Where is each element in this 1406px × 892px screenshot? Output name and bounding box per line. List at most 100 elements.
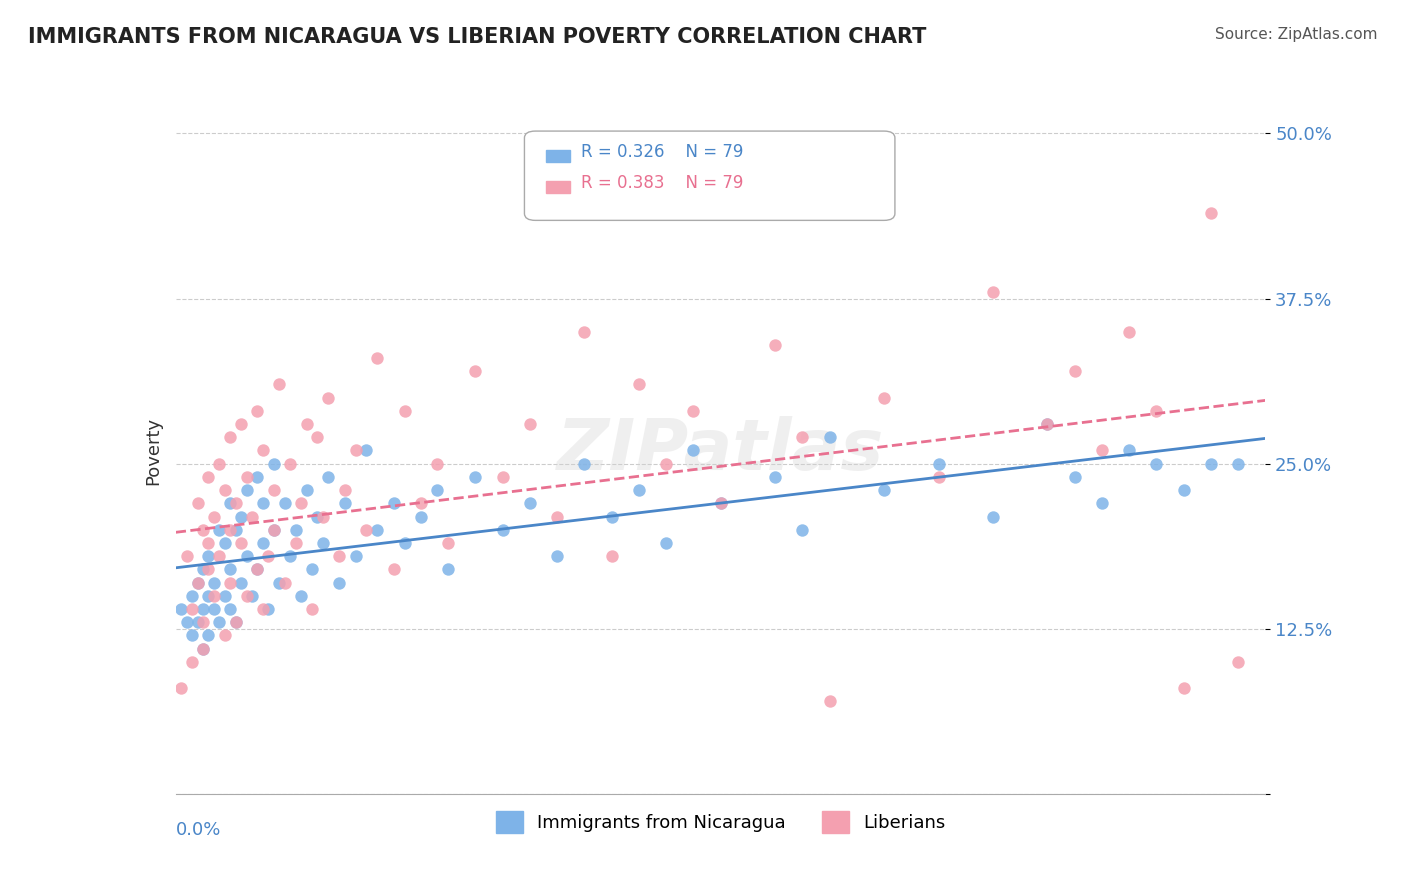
Point	[1199, 457, 1222, 471]
Bar	[546, 181, 571, 193]
Point	[682, 443, 704, 458]
Point	[307, 509, 329, 524]
Point	[574, 325, 596, 339]
Point	[219, 496, 242, 510]
Point	[208, 523, 231, 537]
Point	[269, 575, 291, 590]
Point	[257, 549, 280, 563]
Point	[197, 628, 219, 642]
Point	[176, 549, 198, 563]
Text: ZIPatlas: ZIPatlas	[557, 416, 884, 485]
Point	[219, 602, 242, 616]
Point	[981, 285, 1004, 299]
Point	[464, 364, 486, 378]
Point	[240, 509, 263, 524]
Point	[1227, 457, 1250, 471]
Point	[202, 575, 225, 590]
Point	[246, 404, 269, 418]
Point	[464, 470, 486, 484]
Point	[202, 589, 225, 603]
Point	[186, 575, 209, 590]
Point	[278, 457, 301, 471]
Point	[981, 509, 1004, 524]
Point	[328, 575, 350, 590]
Point	[263, 523, 285, 537]
Point	[214, 589, 236, 603]
Point	[366, 523, 388, 537]
Point	[214, 536, 236, 550]
Point	[246, 470, 269, 484]
Point	[1091, 496, 1114, 510]
Point	[873, 391, 896, 405]
Point	[1199, 205, 1222, 219]
Point	[344, 443, 367, 458]
Point	[492, 470, 515, 484]
Point	[197, 562, 219, 576]
Point	[792, 430, 814, 444]
Point	[295, 483, 318, 497]
Point	[278, 549, 301, 563]
Point	[519, 417, 541, 431]
Point	[263, 457, 285, 471]
Point	[1173, 681, 1195, 696]
Point	[269, 377, 291, 392]
Point	[219, 430, 242, 444]
Point	[600, 509, 623, 524]
Point	[818, 694, 841, 708]
Point	[356, 443, 378, 458]
Point	[928, 457, 950, 471]
Point	[225, 496, 247, 510]
Point	[409, 496, 432, 510]
Point	[181, 589, 204, 603]
FancyBboxPatch shape	[524, 131, 896, 220]
Point	[574, 457, 596, 471]
Point	[235, 549, 257, 563]
Point	[231, 417, 253, 431]
Point	[492, 523, 515, 537]
Point	[928, 470, 950, 484]
Point	[208, 549, 231, 563]
Point	[202, 602, 225, 616]
Point	[186, 575, 209, 590]
Point	[197, 470, 219, 484]
Point	[197, 549, 219, 563]
Point	[682, 404, 704, 418]
Point	[1036, 417, 1059, 431]
Point	[186, 615, 209, 630]
Point	[208, 457, 231, 471]
Point	[546, 549, 568, 563]
Point	[181, 655, 204, 669]
Point	[225, 615, 247, 630]
Point	[546, 509, 568, 524]
Point	[274, 575, 297, 590]
Point	[191, 523, 214, 537]
Point	[328, 549, 350, 563]
Point	[284, 536, 307, 550]
Point	[197, 589, 219, 603]
Point	[257, 602, 280, 616]
Point	[263, 483, 285, 497]
Point	[818, 430, 841, 444]
Point	[1173, 483, 1195, 497]
Point	[437, 562, 460, 576]
Point	[181, 628, 204, 642]
Point	[437, 536, 460, 550]
Point	[1118, 325, 1140, 339]
Point	[318, 470, 340, 484]
Point	[225, 615, 247, 630]
Point	[627, 377, 650, 392]
Point	[191, 562, 214, 576]
Point	[873, 483, 896, 497]
Point	[301, 602, 323, 616]
Point	[235, 470, 257, 484]
Point	[1091, 443, 1114, 458]
Point	[219, 562, 242, 576]
Point	[176, 615, 198, 630]
Point	[1063, 470, 1085, 484]
Point	[1063, 364, 1085, 378]
Point	[655, 457, 678, 471]
Point	[214, 628, 236, 642]
Point	[235, 589, 257, 603]
Point	[710, 496, 733, 510]
Point	[655, 536, 678, 550]
